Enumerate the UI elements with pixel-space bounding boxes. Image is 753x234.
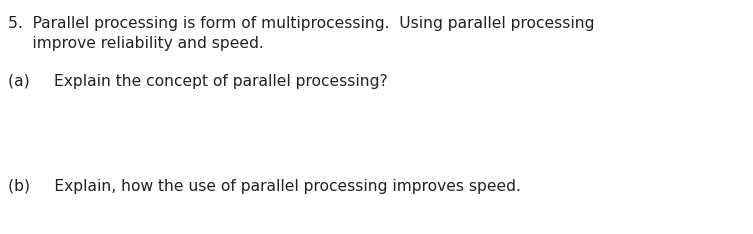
Text: improve reliability and speed.: improve reliability and speed. bbox=[8, 36, 264, 51]
Text: (a)     Explain the concept of parallel processing?: (a) Explain the concept of parallel proc… bbox=[8, 74, 388, 89]
Text: 5.  Parallel processing is form of multiprocessing.  Using parallel processing: 5. Parallel processing is form of multip… bbox=[8, 16, 595, 31]
Text: (b)     Explain, how the use of parallel processing improves speed.: (b) Explain, how the use of parallel pro… bbox=[8, 179, 521, 194]
